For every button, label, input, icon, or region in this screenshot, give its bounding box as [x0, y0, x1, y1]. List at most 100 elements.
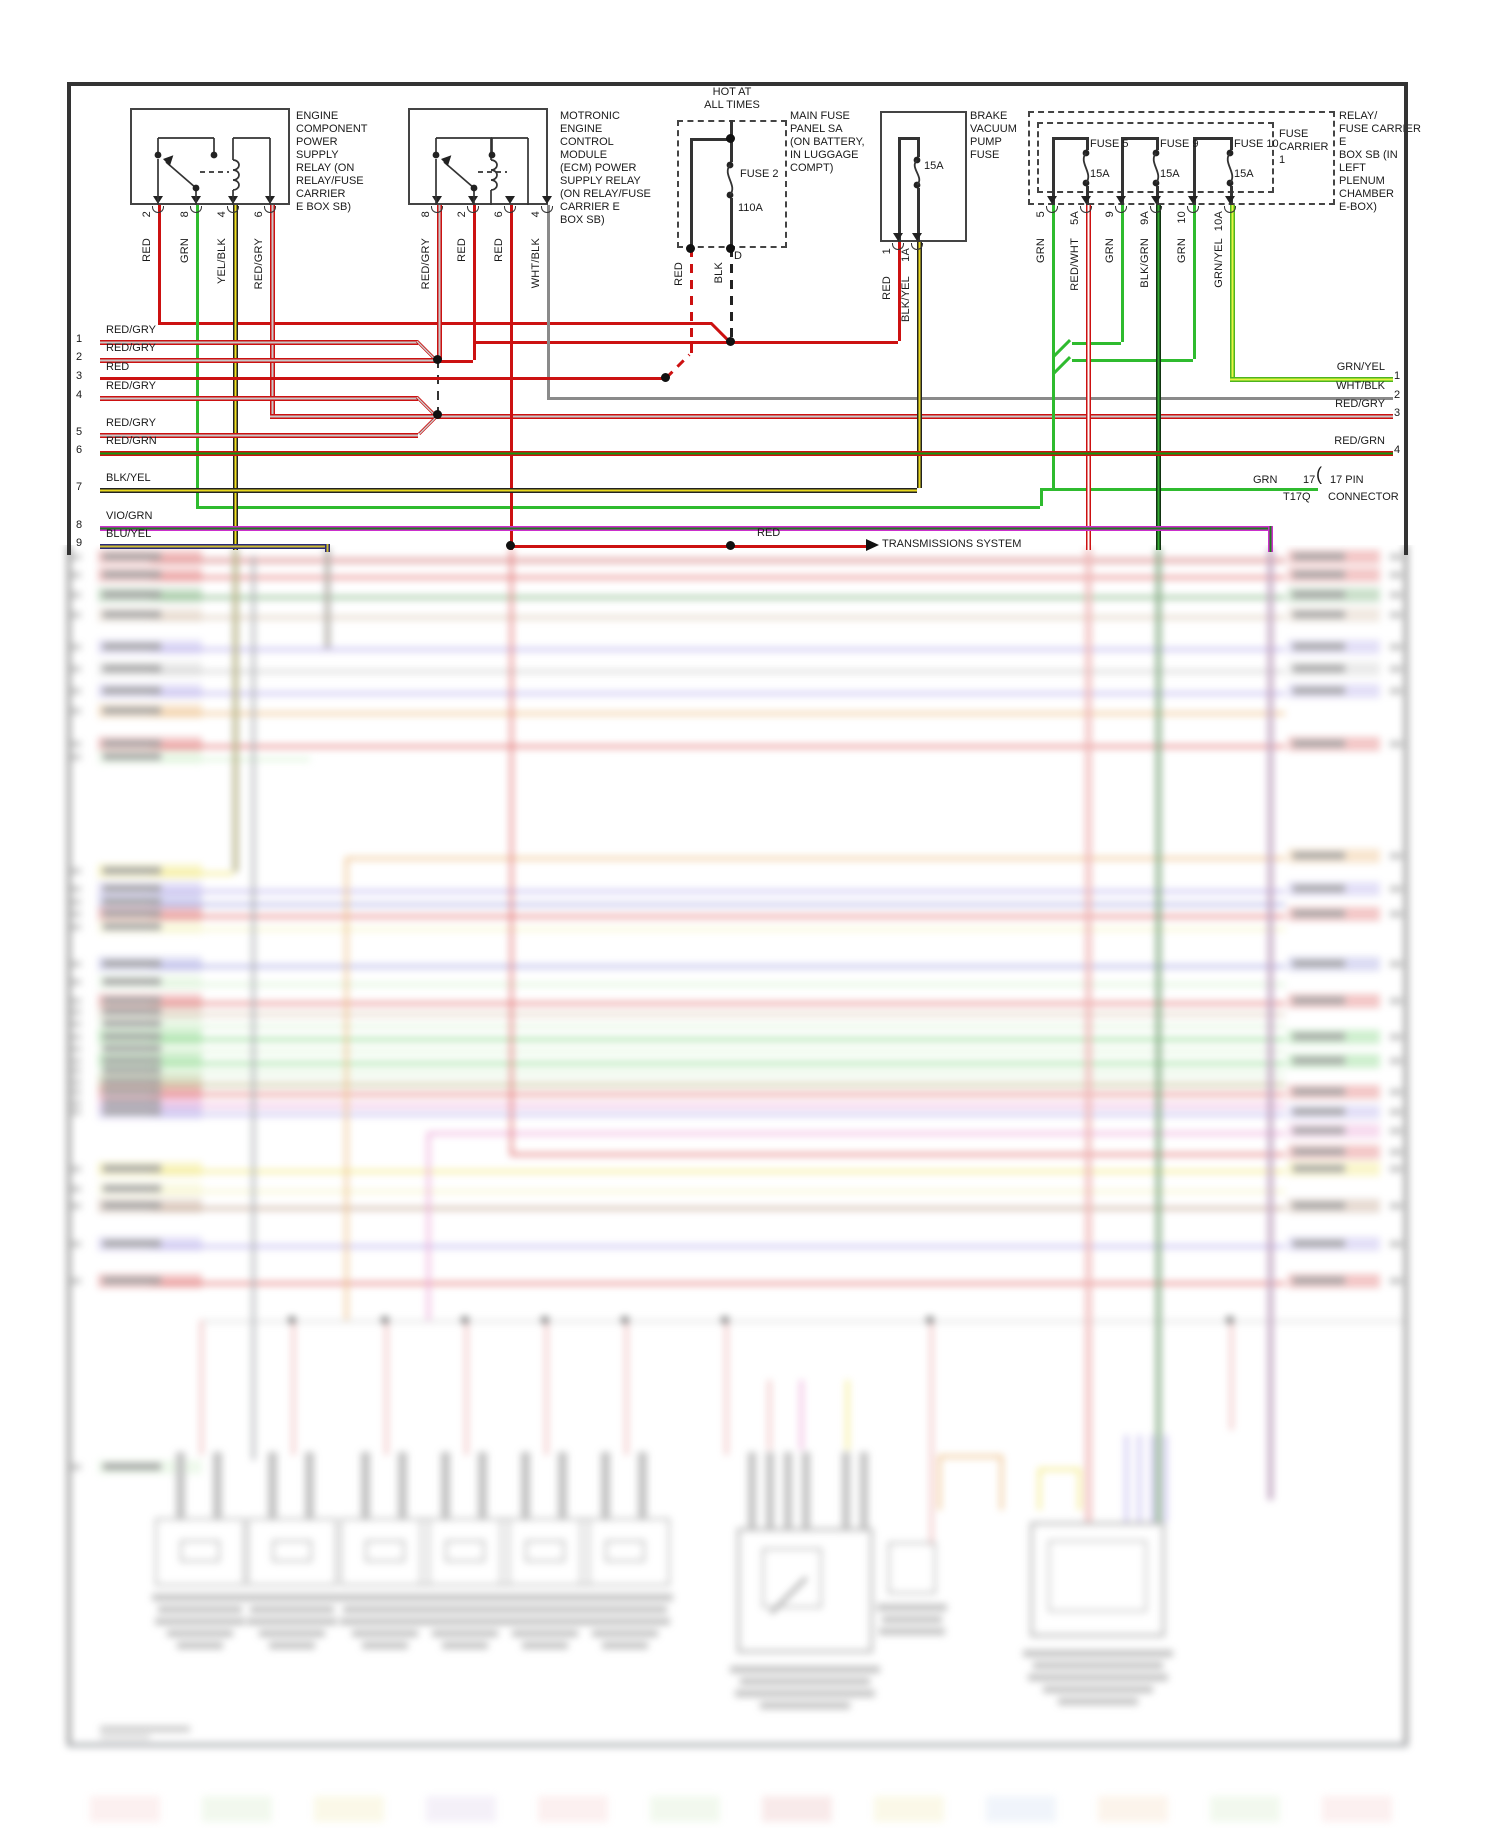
- left-row-number-smudge: [71, 592, 81, 598]
- fuse-carrier-inner-label: FUSE CARRIER 1: [1279, 128, 1329, 166]
- wire-orn: [938, 1455, 941, 1510]
- wire-line: [1404, 82, 1408, 555]
- caption-text-smudge: [432, 1630, 498, 1637]
- wire-red_gry: [270, 414, 1393, 419]
- left-row-number: 1: [76, 333, 83, 345]
- pin-number-label: 5A: [1069, 211, 1081, 225]
- wire-red: [510, 545, 868, 548]
- diagram-text: 17 PIN: [1330, 474, 1364, 486]
- relay-internal-schematic: [154, 137, 271, 205]
- caption-text-smudge: [152, 1594, 248, 1601]
- fuse-symbol-icon: [1082, 149, 1090, 187]
- junction-dot: [725, 243, 735, 253]
- wire-red: [150, 1002, 1285, 1005]
- right-chip-text-smudge: [1293, 910, 1345, 917]
- caption-text-smudge: [250, 1606, 334, 1613]
- left-row-number: 6: [76, 444, 83, 456]
- wire-red_pale: [200, 1320, 203, 1455]
- left-row-wire-label: RED/GRY: [106, 324, 156, 336]
- wire-grn_dk: [150, 596, 1285, 599]
- wire-yel: [1078, 1468, 1081, 1510]
- caption-text-smudge: [577, 1594, 673, 1601]
- caption-text-smudge: [337, 1594, 433, 1601]
- relay-internal-schematic: [432, 137, 529, 205]
- left-chip-text-smudge: [103, 1008, 161, 1015]
- caption-text-smudge: [442, 1642, 488, 1649]
- diagram-text: 17: [1303, 474, 1316, 486]
- wire-wht_blk: [547, 397, 1393, 400]
- left-chip-text-smudge: [103, 1240, 161, 1247]
- wire-orn: [345, 857, 348, 1320]
- caption-text-smudge: [1027, 1674, 1168, 1681]
- left-row-number-smudge: [71, 924, 81, 930]
- footer-text-smudge: [100, 1726, 190, 1732]
- left-row-number-smudge: [71, 688, 81, 694]
- brake-vacuum-pump-fuse-title: BRAKE VACUUM PUMP FUSE: [970, 110, 1017, 161]
- wire-yel: [150, 1170, 1285, 1173]
- right-chip-text-smudge: [1293, 1240, 1345, 1247]
- caption-text-smudge: [592, 1630, 658, 1637]
- caption-text-smudge: [1057, 1698, 1138, 1705]
- left-chip-text-smudge: [103, 591, 161, 598]
- wire-orn: [1000, 1455, 1003, 1510]
- caption-text-smudge: [244, 1594, 340, 1601]
- wire-blu: [150, 903, 1285, 906]
- wire-line: [1156, 186, 1159, 205]
- blurred-lower-diagram: [0, 545, 1500, 1828]
- wire-red_pale: [1230, 1320, 1233, 1430]
- wire-line: [67, 545, 71, 1743]
- fuse-symbol-icon: [1226, 149, 1234, 187]
- caption-text-smudge: [522, 1642, 568, 1649]
- left-row-number: 2: [76, 351, 83, 363]
- fuse-carrier-title: RELAY/ FUSE CARRIER E BOX SB (IN LEFT PL…: [1339, 110, 1421, 213]
- fuse-label: 15A: [1160, 168, 1180, 180]
- engine-relay-box: [130, 108, 290, 205]
- wire-yel_blk: [233, 548, 238, 872]
- wire-red_pale: [725, 1320, 728, 1455]
- left-chip-text-smudge: [103, 1078, 161, 1085]
- wire-yel: [1038, 1468, 1078, 1471]
- pin-wire-color-label: GRN: [1176, 238, 1188, 264]
- wire-line: [1230, 186, 1233, 205]
- pin-wire-color-label: RED: [456, 238, 468, 262]
- left-chip-text-smudge: [103, 898, 161, 905]
- wire-line: [1052, 137, 1055, 205]
- junction-dot: [461, 1316, 469, 1324]
- wire-vio: [150, 692, 1285, 695]
- left-row-wire-label: RED: [106, 361, 130, 373]
- left-chip-text-smudge: [103, 1067, 161, 1074]
- wire-red_pale: [625, 1320, 628, 1455]
- brake-fuse-box: [880, 111, 967, 242]
- wire-red: [150, 1282, 1285, 1285]
- wire-red: [158, 205, 161, 322]
- wire-grn: [1052, 205, 1055, 488]
- junction-dot: [432, 409, 442, 419]
- diagram-text: T17Q: [1283, 491, 1311, 503]
- caption-text-smudge: [580, 1618, 670, 1625]
- pin-wire-color-label: RED: [493, 238, 505, 262]
- bottom-edge-color-smudge: [650, 1796, 720, 1822]
- fuse-label: D: [734, 250, 742, 262]
- wire-vio_grn: [1268, 526, 1273, 552]
- right-row-number-smudge: [1390, 592, 1402, 598]
- caption-text-smudge: [1022, 1650, 1173, 1657]
- wire-orn: [938, 1455, 1000, 1458]
- component-stub: [213, 1452, 222, 1518]
- coil-component-inner: [180, 1540, 220, 1562]
- pin-wire-color-label: GRN/YEL: [1213, 238, 1225, 288]
- wire-blk_yel: [100, 488, 917, 493]
- left-row-number-smudge: [71, 1100, 81, 1106]
- junction-dot: [660, 372, 670, 382]
- wire-red: [150, 576, 1285, 579]
- pin-number-label: 9A: [1139, 211, 1151, 225]
- pin-number-label: 1A: [900, 248, 912, 262]
- wire-red_gry: [150, 558, 1285, 563]
- left-row-number-smudge: [71, 1079, 81, 1085]
- right-row-number-smudge: [1390, 1089, 1402, 1095]
- wire-red: [437, 360, 473, 363]
- coil-component-inner: [365, 1540, 405, 1562]
- engine-relay-title: ENGINE COMPONENT POWER SUPPLY RELAY (ON …: [296, 110, 368, 213]
- wire-yel: [846, 1380, 849, 1450]
- left-chip-text-smudge: [103, 1099, 161, 1106]
- pin-wire-color-label: RED/GRY: [253, 238, 265, 290]
